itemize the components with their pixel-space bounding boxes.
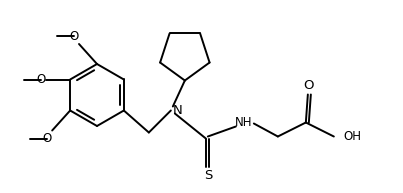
Text: NH: NH <box>235 116 253 129</box>
Text: O: O <box>37 73 46 86</box>
Text: O: O <box>303 79 314 92</box>
Text: OH: OH <box>344 130 362 143</box>
Text: S: S <box>204 169 212 182</box>
Text: N: N <box>173 104 183 117</box>
Text: O: O <box>43 132 52 145</box>
Text: O: O <box>69 30 79 42</box>
